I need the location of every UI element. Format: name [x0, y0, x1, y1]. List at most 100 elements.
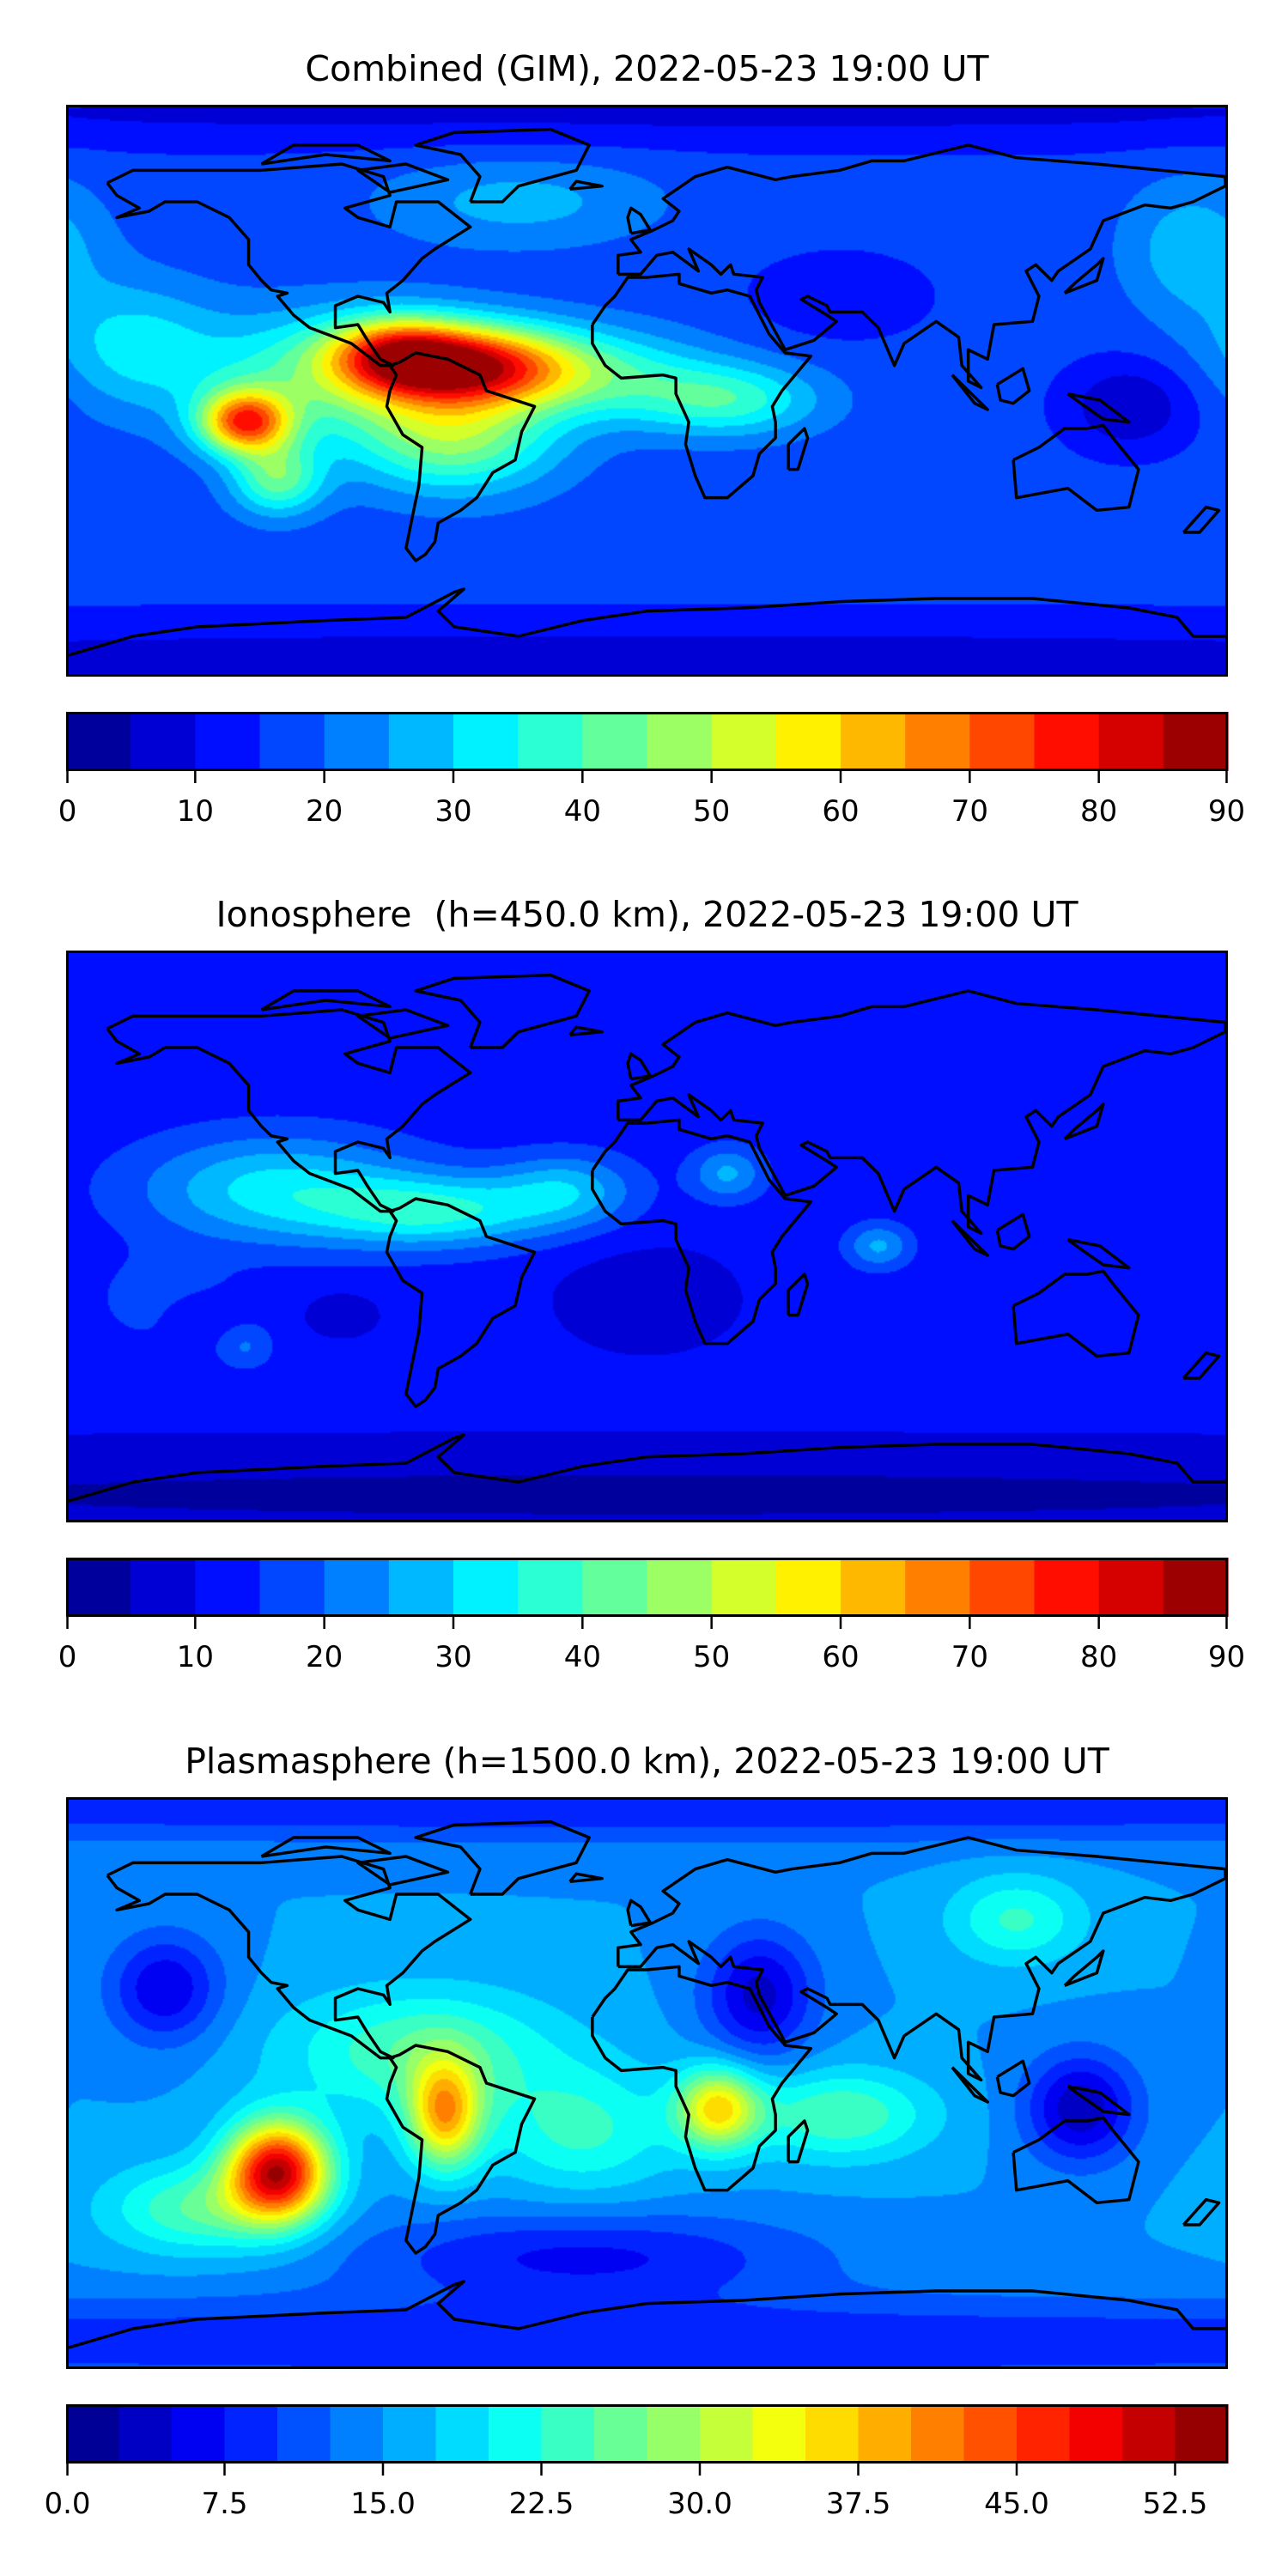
coastline [1063, 1949, 1105, 1987]
colorbar-bin [489, 2404, 543, 2464]
coastline [787, 427, 810, 471]
colorbar-tick-label: 70 [951, 1640, 988, 1674]
colorbar-bin [324, 1558, 390, 1617]
coastline [617, 989, 1225, 1236]
colorbar-tick-label: 20 [306, 1640, 343, 1674]
colorbar-bin [647, 2404, 701, 2464]
colorbar-tick-label: 30 [434, 1640, 471, 1674]
colorbar-frame [66, 1558, 1228, 1617]
coastline [385, 1197, 537, 1408]
colorbar-frame [66, 712, 1228, 771]
colorbar-bin [1163, 1558, 1229, 1617]
map-ionosphere [66, 951, 1228, 1522]
colorbar-bin [131, 712, 196, 771]
coastline [260, 143, 392, 166]
colorbar-bin [518, 712, 583, 771]
coastline [1182, 2197, 1221, 2227]
colorbar-tick-label: 15.0 [350, 2487, 416, 2521]
colorbar-bin [330, 2404, 384, 2464]
coastline [385, 2044, 537, 2255]
colorbar-bin [224, 2404, 278, 2464]
colorbar-bin [1069, 2404, 1123, 2464]
colorbar-bin [775, 1558, 841, 1617]
coastline [260, 1836, 392, 1858]
coastline [106, 1008, 472, 1213]
colorbar-tick-label: 37.5 [826, 2487, 891, 2521]
coastline [787, 2119, 810, 2164]
colorbar-bin [259, 1558, 325, 1617]
coastline [568, 179, 604, 191]
coastline [356, 1855, 450, 1886]
colorbar-bin [805, 2404, 860, 2464]
colorbar-tick-label: 7.5 [201, 2487, 247, 2521]
colorbar-bin [963, 2404, 1018, 2464]
coastline [414, 973, 591, 1049]
colorbar-bin [66, 1558, 131, 1617]
colorbar-bin [841, 1558, 906, 1617]
colorbar-bin [172, 2404, 226, 2464]
colorbar-tick-label: 50 [693, 1640, 730, 1674]
panel-title-ionosphere: Ionosphere (h=450.0 km), 2022-05-23 19:0… [216, 894, 1078, 935]
colorbar-tick-label: 20 [306, 794, 343, 829]
colorbar-bin [195, 712, 261, 771]
coastline [951, 2066, 989, 2104]
colorbar-bin [969, 1558, 1036, 1617]
colorbar-bin [911, 2404, 965, 2464]
coastline [1182, 505, 1221, 534]
colorbar-bin [259, 712, 325, 771]
coastline [995, 2059, 1031, 2098]
coastline [995, 367, 1031, 405]
colorbar-bin [453, 1558, 519, 1617]
coastline [591, 1118, 813, 1346]
colorbar-bin [905, 712, 970, 771]
coastline [591, 1965, 813, 2192]
colorbar-tick-label: 90 [1208, 1640, 1245, 1674]
coastline [69, 587, 1225, 657]
map-plasmasphere [66, 1797, 1228, 2369]
colorbar-bin [1122, 2404, 1176, 2464]
coastline [1063, 257, 1105, 295]
coastline [106, 162, 472, 368]
coastline [568, 1025, 604, 1037]
coastline [626, 206, 653, 235]
coastlines-ionosphere [69, 973, 1225, 1503]
colorbar-bin [1017, 2404, 1071, 2464]
colorbar-bin [277, 2404, 331, 2464]
colorbar-bin [1034, 1558, 1100, 1617]
colorbar-bin [118, 2404, 173, 2464]
coastline [260, 989, 392, 1012]
coastline [1066, 392, 1131, 424]
coastline [1063, 1103, 1105, 1140]
colorbar-ionosphere: 0 10 20 30 40 50 60 70 80 90 [58, 1558, 1245, 1674]
coastline [69, 1433, 1225, 1503]
colorbar-bin [905, 1558, 970, 1617]
coastline [1066, 2084, 1131, 2117]
coastline [1066, 1237, 1131, 1270]
colorbar-tick-label: 80 [1080, 794, 1117, 829]
colorbar-plasmasphere: 0.0 7.5 15.0 22.5 30.0 37.5 45.0 52.5 [44, 2404, 1229, 2521]
coastline [356, 1008, 450, 1040]
coastline [414, 1820, 591, 1896]
colorbar-bin [969, 712, 1036, 771]
tec-heatmap-ionosphere [69, 953, 1225, 1520]
colorbar-bin [388, 1558, 454, 1617]
colorbar-bin [1163, 712, 1229, 771]
colorbar-tick-label: 50 [693, 794, 730, 829]
coastline [617, 1836, 1225, 2082]
panel-title-plasmasphere: Plasmasphere (h=1500.0 km), 2022-05-23 1… [185, 1741, 1109, 1782]
colorbar-bin [195, 1558, 261, 1617]
coastline [1182, 1351, 1221, 1380]
coastline [106, 1855, 472, 2060]
colorbar-tick-label: 30 [434, 794, 471, 829]
colorbar-tick-label: 10 [177, 1640, 214, 1674]
colorbar-bin [711, 1558, 777, 1617]
colorbar-tick-label: 40 [564, 794, 601, 829]
colorbar-bin [582, 712, 648, 771]
coastline [414, 127, 591, 204]
colorbar-bin [383, 2404, 437, 2464]
colorbar-bin [1098, 712, 1164, 771]
colorbar-tick-label: 80 [1080, 1640, 1117, 1674]
colorbar-bin [647, 712, 713, 771]
coastline [787, 1273, 810, 1317]
colorbar-frame [66, 2404, 1228, 2464]
